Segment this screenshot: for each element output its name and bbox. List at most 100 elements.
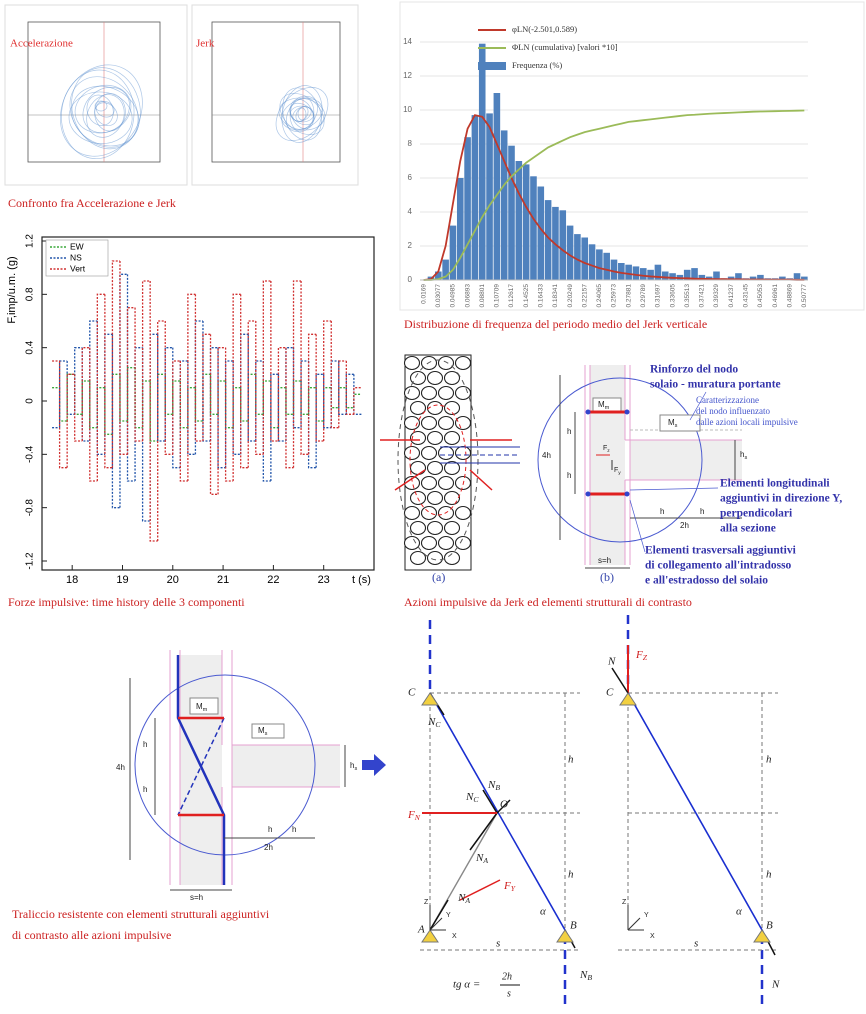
x-tick-label: 23 [318, 574, 330, 586]
label-sub: B [495, 783, 500, 792]
support [421, 929, 439, 943]
bar [691, 268, 698, 280]
stone [437, 415, 455, 431]
stone [443, 490, 461, 506]
x-tick-label: 0.31697 [655, 284, 662, 308]
step [323, 374, 332, 429]
label: Fz [603, 445, 610, 454]
stone [443, 520, 461, 536]
x-tick-label: 0.03077 [435, 284, 442, 308]
y-tick-label: 0.8 [25, 287, 36, 301]
wall-fill [590, 365, 625, 565]
label: s=h [190, 893, 203, 902]
label: NA [475, 852, 488, 865]
step [330, 387, 339, 409]
time-history: -1.2 -0.8 -0.4 0 0.4 0.8 1.2 18 19 20 21 22 23 t (s) F… [6, 234, 375, 609]
step [232, 387, 241, 428]
step [285, 347, 294, 469]
step [292, 280, 302, 468]
slab-fill [232, 745, 340, 787]
step [209, 334, 219, 495]
trace [279, 92, 325, 136]
label: X [452, 933, 457, 940]
label: 4h [542, 451, 551, 460]
y-tick-label: 0.4 [25, 340, 36, 354]
label: NB [579, 969, 592, 982]
label-main: h [350, 761, 354, 770]
x-tick-label: 0.29789 [640, 284, 647, 308]
ms-box [659, 414, 701, 432]
step [285, 387, 294, 415]
x-tick-label: 0.37421 [699, 284, 706, 308]
label: h [143, 785, 147, 794]
trace [282, 87, 322, 141]
label: α [736, 906, 742, 918]
y-tick-label: 4 [408, 207, 413, 216]
stone [443, 550, 461, 566]
label-sub: s [354, 766, 357, 772]
bar [669, 273, 676, 280]
truss-line [176, 655, 226, 885]
label: perpendicolari [720, 508, 793, 520]
truss-member [627, 692, 763, 931]
label: h [567, 471, 571, 480]
stone [420, 475, 438, 491]
traces [59, 64, 329, 160]
step [247, 320, 256, 468]
label: di collegamento all'intradosso [645, 560, 792, 572]
x-tick-label: 0.20249 [567, 284, 574, 308]
label: h [660, 507, 664, 516]
bar [779, 276, 786, 280]
label: NA [457, 892, 470, 905]
bar [486, 113, 493, 281]
stone [454, 445, 472, 461]
label: NC [465, 791, 479, 804]
step [255, 321, 264, 455]
label-main: N [457, 892, 466, 904]
bar [500, 130, 508, 280]
stone [437, 445, 455, 461]
label: X [650, 933, 655, 940]
stone [409, 370, 427, 386]
label: B [766, 920, 773, 932]
x-tick-label: 0.46961 [772, 284, 779, 308]
node-dot [624, 491, 630, 497]
x-tick-label: 0.10709 [494, 284, 501, 308]
line [423, 109, 805, 281]
step [345, 361, 354, 415]
step [255, 360, 264, 441]
bar [530, 176, 537, 280]
label: tg α = [453, 979, 480, 991]
x-tick-label: 20 [167, 574, 179, 586]
label-main: h [740, 450, 744, 459]
stone [426, 430, 444, 446]
bar [713, 271, 720, 280]
label: 4h [116, 763, 125, 772]
label: s [496, 938, 500, 950]
x-tick-label: 0.24065 [596, 284, 603, 308]
label: e all'estradosso del solaio [645, 575, 768, 587]
label: A [417, 924, 425, 936]
trace [82, 86, 130, 134]
stone [403, 385, 421, 401]
step [345, 373, 354, 415]
force-arrow [496, 799, 511, 814]
trace [71, 67, 141, 150]
legend-label: Frequenza (%) [512, 60, 562, 70]
label: Z [622, 899, 627, 906]
label: aggiuntivi in direzione Y, [720, 493, 842, 505]
slab-fill [630, 440, 742, 480]
label: Fy [614, 467, 621, 476]
x-tick-label: 0.04985 [450, 284, 457, 308]
label-main: M [598, 400, 605, 409]
y-tick-label: 0 [25, 398, 36, 404]
bar [618, 263, 625, 280]
step [194, 294, 203, 442]
stone [420, 445, 438, 461]
label: del nodo influenzato [696, 406, 770, 416]
step [300, 281, 309, 455]
mini-plots: Accelerazione Jerk Confronto fra Acceler… [4, 4, 359, 210]
bar [683, 269, 691, 280]
step [232, 293, 241, 481]
step [119, 374, 128, 422]
